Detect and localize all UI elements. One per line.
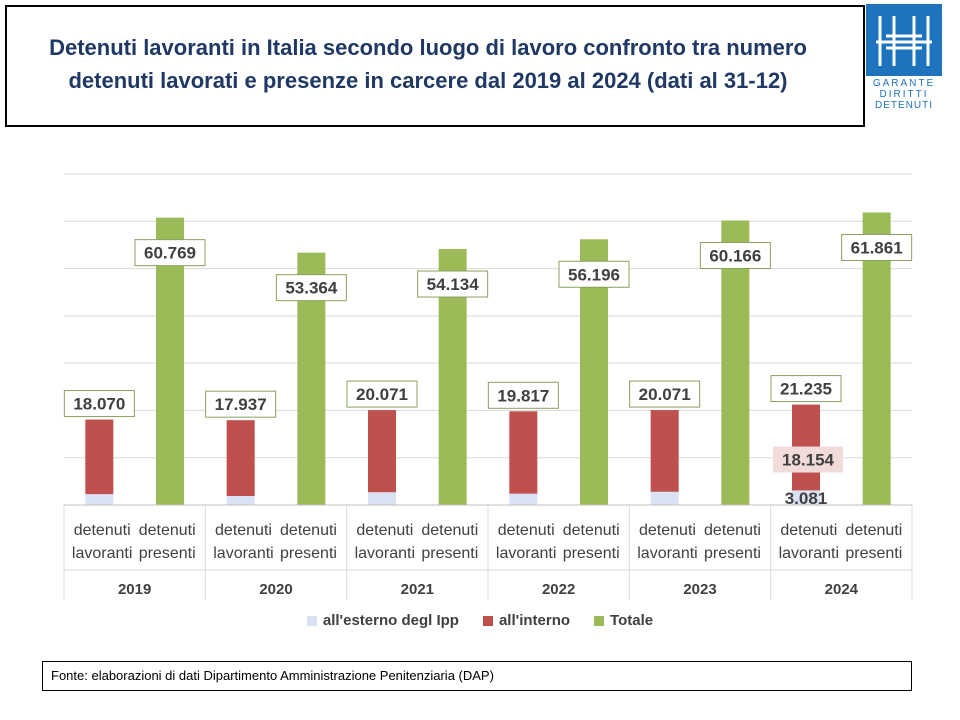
legend-label-esterno: all'esterno degl Ipp <box>322 612 459 629</box>
category-label: detenuti <box>639 522 696 539</box>
year-label: 2024 <box>825 581 859 598</box>
data-label-lavoranti: 21.235 <box>780 380 832 399</box>
data-label-lavoranti-box <box>346 380 418 408</box>
year-label: 2021 <box>401 581 434 598</box>
data-label-lavoranti: 19.817 <box>497 386 549 405</box>
category-label: presenti <box>139 545 196 562</box>
logo-line2: DIRITTI <box>880 89 929 100</box>
year-label: 2019 <box>118 581 151 598</box>
bar-interno <box>85 419 114 495</box>
data-label-lavoranti-box <box>205 390 277 418</box>
data-label-presenti-box <box>134 239 206 267</box>
legend-swatch-interno <box>482 615 493 626</box>
data-label-esterno: 3.081 <box>785 489 828 508</box>
data-label-lavoranti-box <box>770 375 842 403</box>
category-label: detenuti <box>704 522 761 539</box>
bar-esterno <box>792 490 820 505</box>
data-label-lavoranti: 20.071 <box>356 385 408 404</box>
bar-interno <box>509 411 538 494</box>
data-label-lavoranti-box <box>629 380 701 408</box>
year-label: 2022 <box>542 581 575 598</box>
year-label: 2020 <box>259 581 292 598</box>
data-label-presenti-box <box>275 274 347 302</box>
bar-totale <box>862 212 891 505</box>
category-label: detenuti <box>139 522 196 539</box>
source-note: Fonte: elaborazioni di dati Dipartimento… <box>42 661 912 691</box>
category-label: detenuti <box>845 522 902 539</box>
data-label-interno: 18.154 <box>782 451 835 470</box>
data-label-presenti: 60.769 <box>144 244 196 263</box>
logo-line3: DETENUTI <box>875 100 933 110</box>
data-label-lavoranti-box <box>487 381 559 409</box>
title-box: Detenuti lavoranti in Italia secondo luo… <box>5 5 865 127</box>
logo-line1: GARANTE <box>873 78 935 89</box>
data-label-presenti: 53.364 <box>285 279 338 298</box>
category-label: lavoranti <box>355 545 415 562</box>
bar-esterno <box>368 492 396 505</box>
category-label: detenuti <box>215 522 272 539</box>
legend-item-esterno: all'esterno degl Ipp <box>306 612 459 629</box>
data-label-presenti-box <box>699 242 771 270</box>
category-label: detenuti <box>280 522 337 539</box>
legend-label-totale: Totale <box>610 612 654 629</box>
legend-item-interno: all'interno <box>482 612 571 629</box>
bar-interno <box>226 420 255 497</box>
category-label: lavoranti <box>637 545 697 562</box>
data-label-lavoranti: 18.070 <box>73 395 125 414</box>
category-label: lavoranti <box>496 545 556 562</box>
data-label-lavoranti: 17.937 <box>215 395 267 414</box>
data-label-lavoranti-box <box>63 390 135 418</box>
data-label-presenti-box <box>841 233 913 261</box>
category-label: lavoranti <box>213 545 273 562</box>
category-label: detenuti <box>563 522 620 539</box>
chart-title: Detenuti lavoranti in Italia secondo luo… <box>49 35 807 93</box>
chart-legend: all'esterno degl Ipp all'interno Totale <box>0 612 960 629</box>
category-label: detenuti <box>498 522 555 539</box>
category-label: lavoranti <box>72 545 132 562</box>
data-label-presenti: 61.861 <box>851 238 903 257</box>
data-label-presenti-box <box>417 270 489 298</box>
category-label: lavoranti <box>779 545 839 562</box>
data-label-lavoranti: 20.071 <box>639 385 691 404</box>
legend-swatch-totale <box>594 615 605 626</box>
category-label: detenuti <box>74 522 131 539</box>
data-label-presenti: 56.196 <box>568 265 620 284</box>
legend-label-interno: all'interno <box>498 612 571 629</box>
legend-swatch-esterno <box>306 615 317 626</box>
year-label: 2023 <box>683 581 716 598</box>
category-label: presenti <box>845 545 902 562</box>
garante-logo: GARANTE DIRITTI DETENUTI <box>866 4 942 110</box>
bar-esterno <box>85 494 114 505</box>
category-label: detenuti <box>421 522 478 539</box>
data-label-presenti: 60.166 <box>709 247 761 266</box>
data-label-interno-box <box>773 446 843 473</box>
data-label-presenti-box <box>558 260 630 288</box>
bar-esterno <box>226 496 255 505</box>
bar-interno <box>650 410 679 492</box>
legend-item-totale: Totale <box>594 612 653 629</box>
bar-esterno <box>650 491 679 505</box>
category-label: presenti <box>421 545 478 562</box>
category-label: presenti <box>563 545 620 562</box>
bar-esterno <box>509 493 538 505</box>
category-label: detenuti <box>780 522 837 539</box>
category-label: presenti <box>704 545 761 562</box>
data-label-presenti: 54.134 <box>427 275 480 294</box>
category-label: presenti <box>280 545 337 562</box>
bar-interno <box>368 410 396 493</box>
category-label: detenuti <box>356 522 413 539</box>
